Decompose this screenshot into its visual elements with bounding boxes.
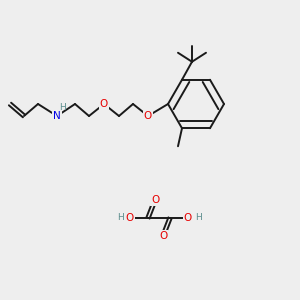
- Text: O: O: [159, 231, 167, 241]
- Text: O: O: [184, 213, 192, 223]
- Text: O: O: [126, 213, 134, 223]
- Text: N: N: [53, 111, 61, 121]
- Text: O: O: [100, 99, 108, 109]
- Text: O: O: [144, 111, 152, 121]
- Text: H: H: [58, 103, 65, 112]
- Text: O: O: [151, 195, 159, 205]
- Text: H: H: [195, 214, 201, 223]
- Text: H: H: [117, 214, 123, 223]
